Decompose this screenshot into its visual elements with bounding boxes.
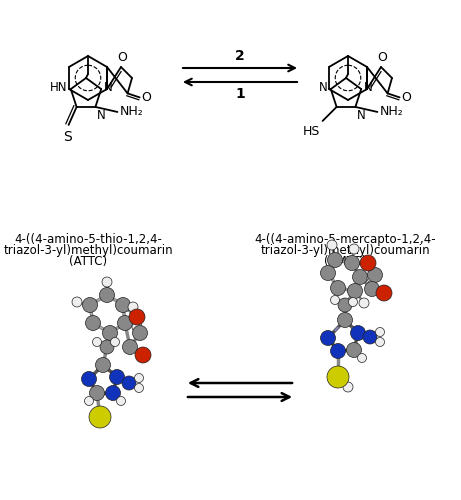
- Circle shape: [135, 374, 143, 382]
- Circle shape: [102, 326, 118, 340]
- Circle shape: [359, 298, 369, 308]
- Text: N: N: [364, 80, 373, 94]
- Circle shape: [135, 384, 143, 392]
- Text: (ATTC): (ATTC): [69, 255, 107, 268]
- Circle shape: [350, 326, 366, 340]
- Text: triazol-3-yl)methyl)coumarin: triazol-3-yl)methyl)coumarin: [3, 244, 173, 257]
- Circle shape: [132, 326, 148, 340]
- Circle shape: [357, 354, 366, 362]
- Circle shape: [85, 316, 100, 330]
- Circle shape: [106, 386, 120, 400]
- Circle shape: [116, 298, 130, 312]
- Text: O: O: [377, 51, 387, 64]
- Circle shape: [365, 282, 379, 296]
- Circle shape: [348, 284, 362, 298]
- Circle shape: [376, 285, 392, 301]
- Circle shape: [363, 330, 377, 344]
- Circle shape: [111, 338, 119, 346]
- Text: HN: HN: [50, 80, 68, 94]
- Text: O: O: [402, 91, 412, 104]
- Circle shape: [102, 277, 112, 287]
- Circle shape: [349, 244, 359, 254]
- Text: NH₂: NH₂: [119, 106, 143, 118]
- Circle shape: [117, 396, 125, 406]
- Text: O: O: [142, 91, 152, 104]
- Circle shape: [123, 340, 137, 354]
- Circle shape: [327, 366, 349, 388]
- Text: 1: 1: [235, 87, 245, 101]
- Circle shape: [376, 338, 384, 346]
- Circle shape: [343, 382, 353, 392]
- Circle shape: [320, 266, 336, 280]
- Circle shape: [331, 296, 339, 304]
- Circle shape: [376, 328, 384, 336]
- Circle shape: [327, 252, 343, 268]
- Text: 2: 2: [235, 49, 245, 63]
- Circle shape: [82, 372, 96, 386]
- Circle shape: [320, 330, 336, 345]
- Circle shape: [337, 312, 353, 328]
- Circle shape: [72, 297, 82, 307]
- Circle shape: [100, 340, 114, 354]
- Circle shape: [344, 256, 360, 270]
- Circle shape: [132, 322, 142, 332]
- Text: NH₂: NH₂: [379, 106, 403, 118]
- Text: 4-((4-amino-5-mercapto-1,2,4-: 4-((4-amino-5-mercapto-1,2,4-: [254, 233, 436, 246]
- Text: triazol-3-yl)methyl)coumarin: triazol-3-yl)methyl)coumarin: [260, 244, 430, 257]
- Text: 4-((4-amino-5-thio-1,2,4-: 4-((4-amino-5-thio-1,2,4-: [14, 233, 162, 246]
- Circle shape: [110, 370, 124, 384]
- Circle shape: [129, 309, 145, 325]
- Text: N: N: [319, 80, 328, 94]
- Circle shape: [135, 347, 151, 363]
- Circle shape: [93, 338, 101, 346]
- Circle shape: [338, 298, 352, 312]
- Circle shape: [89, 386, 105, 400]
- Text: S: S: [63, 130, 72, 144]
- Circle shape: [83, 298, 97, 312]
- Circle shape: [360, 255, 376, 271]
- Circle shape: [100, 288, 114, 302]
- Circle shape: [95, 358, 111, 372]
- Circle shape: [128, 302, 138, 312]
- Text: N: N: [356, 109, 365, 122]
- Circle shape: [331, 344, 345, 358]
- Circle shape: [122, 376, 136, 390]
- Text: N: N: [104, 80, 113, 94]
- Circle shape: [349, 298, 357, 306]
- Text: N: N: [96, 109, 105, 122]
- Circle shape: [367, 273, 377, 283]
- Circle shape: [84, 396, 94, 406]
- Circle shape: [331, 280, 345, 295]
- Circle shape: [118, 316, 132, 330]
- Circle shape: [347, 342, 361, 357]
- Text: O: O: [117, 51, 127, 64]
- Text: (AMTC): (AMTC): [324, 255, 366, 268]
- Circle shape: [367, 268, 383, 282]
- Circle shape: [89, 406, 111, 428]
- Circle shape: [327, 240, 337, 250]
- Circle shape: [353, 270, 367, 284]
- Text: HS: HS: [303, 125, 320, 138]
